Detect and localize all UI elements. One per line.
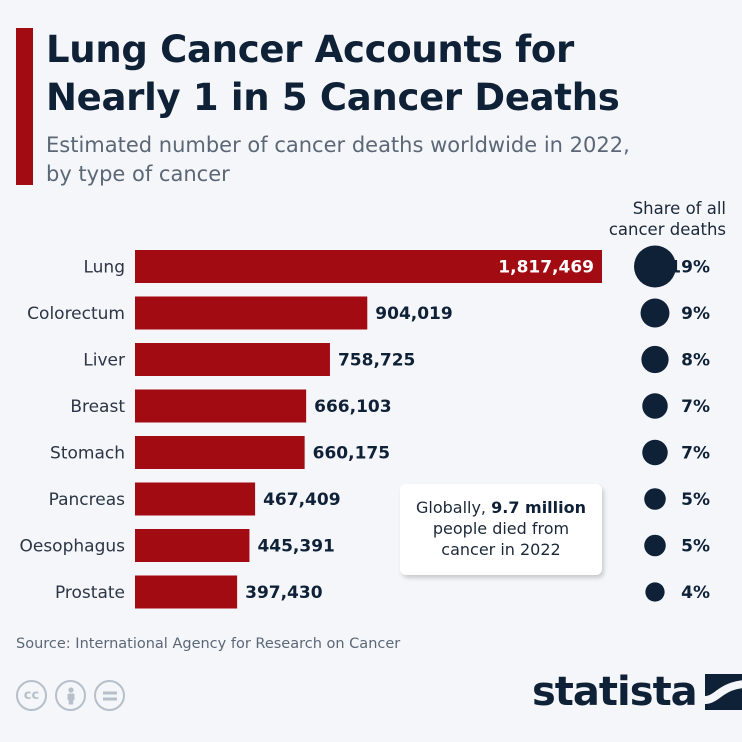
value-label: 467,409 xyxy=(263,490,340,510)
bar xyxy=(135,575,238,609)
statista-flag-icon xyxy=(704,674,742,710)
subtitle-line-2: by type of cancer xyxy=(46,162,230,186)
value-label: 758,725 xyxy=(338,351,415,371)
equals-icon xyxy=(102,691,117,700)
value-label: 666,103 xyxy=(314,397,391,417)
global-deaths-callout: Globally, 9.7 million people died from c… xyxy=(400,484,602,575)
share-label: 5% xyxy=(681,537,710,557)
category-label: Lung xyxy=(83,258,125,278)
title-line-1: Lung Cancer Accounts for xyxy=(46,28,574,71)
bar xyxy=(135,436,305,469)
share-header-line-2: cancer deaths xyxy=(608,220,726,239)
value-label: 397,430 xyxy=(245,583,323,603)
share-bubble xyxy=(640,298,670,328)
license-icons: cc xyxy=(16,680,125,711)
chart-title: Lung Cancer Accounts for Nearly 1 in 5 C… xyxy=(46,26,736,122)
category-label: Pancreas xyxy=(49,490,126,510)
category-label: Stomach xyxy=(50,444,125,464)
statista-logo[interactable]: statista xyxy=(532,670,742,714)
title-line-2: Nearly 1 in 5 Cancer Deaths xyxy=(46,76,620,119)
share-label: 7% xyxy=(681,397,710,417)
bar xyxy=(135,250,602,283)
bar xyxy=(135,482,256,516)
share-bubble xyxy=(645,582,665,602)
subtitle-line-1: Estimated number of cancer deaths worldw… xyxy=(46,133,630,157)
cc-icon[interactable]: cc xyxy=(16,680,47,711)
share-label: 8% xyxy=(681,351,710,371)
attribution-icon[interactable] xyxy=(55,680,86,711)
value-label: 445,391 xyxy=(257,537,334,557)
title-accent-bar xyxy=(16,28,33,185)
share-bubble xyxy=(644,488,666,510)
value-label: 904,019 xyxy=(375,304,452,324)
bar xyxy=(135,343,330,376)
share-bubble xyxy=(642,439,668,466)
share-label: 5% xyxy=(681,490,710,510)
person-icon xyxy=(67,686,74,704)
value-label: 1,817,469 xyxy=(498,258,594,278)
share-label: 19% xyxy=(669,258,710,278)
no-derivatives-icon[interactable] xyxy=(94,680,125,711)
bar xyxy=(135,389,307,423)
value-label: 660,175 xyxy=(313,444,390,464)
share-header-line-1: Share of all xyxy=(632,199,726,218)
logo-wordmark: statista xyxy=(532,669,698,715)
category-label: Liver xyxy=(83,351,125,371)
share-label: 4% xyxy=(681,583,710,603)
callout-highlight: 9.7 million xyxy=(491,498,587,517)
chart-subtitle: Estimated number of cancer deaths worldw… xyxy=(46,131,736,189)
bar xyxy=(135,529,250,562)
share-bubble xyxy=(634,245,676,288)
callout-prefix: Globally, xyxy=(415,498,487,517)
share-label: 9% xyxy=(681,304,710,324)
bar xyxy=(135,296,368,330)
category-label: Oesophagus xyxy=(19,537,125,557)
category-label: Breast xyxy=(70,397,125,417)
share-bubble xyxy=(642,393,668,419)
callout-line-2: people died from xyxy=(432,519,570,538)
share-bubble xyxy=(644,534,666,557)
source-note: Source: International Agency for Researc… xyxy=(16,636,401,652)
share-label: 7% xyxy=(681,444,710,464)
share-column-header: Share of all cancer deaths xyxy=(600,198,726,240)
callout-line-3: cancer in 2022 xyxy=(441,540,561,559)
category-label: Colorectum xyxy=(27,304,125,324)
category-label: Prostate xyxy=(55,583,125,603)
share-bubble xyxy=(641,345,669,374)
